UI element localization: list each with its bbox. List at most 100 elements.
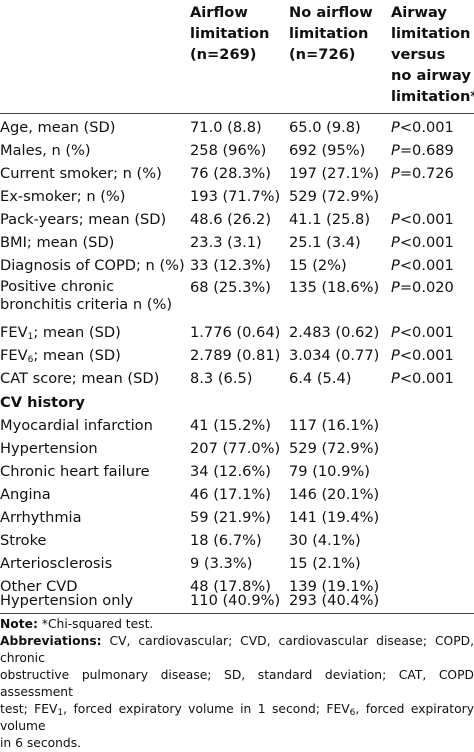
header-text: versus: [391, 46, 446, 63]
abbreviations-line: in 6 seconds.: [0, 736, 82, 750]
row-label: Arrhythmia: [0, 509, 82, 526]
p-number: <0.001: [399, 211, 454, 228]
p-number: =0.689: [399, 142, 454, 159]
abbreviations-label: Abbreviations:: [0, 634, 102, 648]
airflow-value: 2.789 (0.81): [190, 347, 281, 364]
airflow-value: 48.6 (26.2): [190, 211, 272, 228]
p-number: <0.001: [399, 324, 454, 341]
airflow-value: 193 (71.7%): [190, 188, 281, 205]
no-airflow-value: 65.0 (9.8): [289, 119, 361, 136]
abbreviations-line: obstructive pulmonary disease; SD, stand…: [0, 668, 474, 699]
airflow-value: 48 (17.8%): [190, 578, 271, 595]
table-row: Positive chronic bronchitis criteria n (…: [0, 278, 474, 318]
p-symbol: P: [391, 142, 400, 159]
no-airflow-value: 139 (19.1%): [289, 578, 380, 595]
row-label: Hypertension only: [0, 592, 134, 609]
row-label: Diagnosis of COPD; n (%): [0, 257, 185, 274]
header-text: No airflow: [289, 4, 373, 21]
airflow-value: 76 (28.3%): [190, 165, 271, 182]
no-airflow-value: 2.483 (0.62): [289, 324, 380, 341]
no-airflow-value: 3.034 (0.77): [289, 347, 380, 364]
airflow-value: 41 (15.2%): [190, 417, 271, 434]
note-line: Note: *Chi-squared test.: [0, 616, 474, 633]
subscript: 1: [27, 332, 34, 342]
row-label: Stroke: [0, 532, 47, 549]
p-symbol: P: [391, 279, 400, 296]
header-text: limitation: [289, 25, 369, 42]
no-airflow-value: 197 (27.1%): [289, 165, 380, 182]
no-airflow-value: 692 (95%): [289, 142, 366, 159]
row-label: FEV1; mean (SD): [0, 321, 121, 344]
no-airflow-value: 146 (20.1%): [289, 486, 380, 503]
p-number: <0.001: [399, 119, 454, 136]
abbreviations-text: test; FEV: [0, 702, 58, 716]
airflow-value: 46 (17.1%): [190, 486, 271, 503]
row-label: BMI; mean (SD): [0, 234, 115, 251]
p-number: <0.001: [399, 370, 454, 387]
row-label-text: FEV: [0, 347, 28, 364]
p-symbol: P: [391, 211, 400, 228]
row-label: Chronic heart failure: [0, 463, 150, 480]
airflow-value: 207 (77.0%): [190, 440, 281, 457]
airflow-value: 8.3 (6.5): [190, 370, 253, 387]
airflow-value: 18 (6.7%): [190, 532, 262, 549]
row-label-line: bronchitis criteria n (%): [0, 296, 173, 313]
header-divider: [0, 113, 474, 114]
no-airflow-value: 30 (4.1%): [289, 532, 361, 549]
header-text: Airway: [391, 4, 447, 21]
no-airflow-value: 293 (40.4%): [289, 592, 380, 609]
row-label-line: Positive chronic: [0, 278, 115, 295]
p-value: P<0.001: [391, 344, 454, 367]
subscript: 6: [27, 355, 34, 365]
row-label: Pack-years; mean (SD): [0, 211, 167, 228]
no-airflow-value: 135 (18.6%): [289, 279, 380, 296]
airflow-value: 9 (3.3%): [190, 555, 253, 572]
header-text: limitation: [190, 25, 270, 42]
header-comparison: Airway limitation versus no airway limit…: [391, 2, 474, 107]
p-value: P=0.689: [391, 139, 454, 162]
p-value: P<0.001: [391, 321, 454, 344]
airflow-value: 59 (21.9%): [190, 509, 271, 526]
airflow-value: 1.776 (0.64): [190, 324, 281, 341]
header-text: (n=726): [289, 46, 356, 63]
p-value: P<0.001: [391, 116, 454, 139]
airflow-value: 110 (40.9%): [190, 592, 281, 609]
airflow-value: 68 (25.3%): [190, 279, 271, 296]
p-value: P=0.726: [391, 162, 454, 185]
header-text: no airway: [391, 67, 471, 84]
airflow-value: 34 (12.6%): [190, 463, 271, 480]
row-label: Males, n (%): [0, 142, 91, 159]
row-label: Arteriosclerosis: [0, 555, 113, 572]
note-label: Note:: [0, 617, 38, 631]
abbreviations-line: test; FEV1, forced expiratory volume in …: [0, 701, 474, 735]
row-label: Age, mean (SD): [0, 119, 116, 136]
p-value: P<0.001: [391, 208, 454, 231]
header-text: limitation*: [391, 88, 474, 105]
row-label: Hypertension: [0, 440, 98, 457]
table-bottom-divider: [0, 613, 474, 614]
note-text: *Chi-squared test.: [37, 617, 154, 631]
p-symbol: P: [391, 257, 400, 274]
p-symbol: P: [391, 234, 400, 251]
no-airflow-value: 41.1 (25.8): [289, 211, 371, 228]
row-label-text: ; mean (SD): [33, 324, 121, 341]
row-label: Other CVD: [0, 578, 78, 595]
row-label: Positive chronic bronchitis criteria n (…: [0, 278, 172, 314]
row-label: Angina: [0, 486, 51, 503]
section-title: CV history: [0, 394, 85, 411]
p-symbol: P: [391, 370, 400, 387]
airflow-value: 33 (12.3%): [190, 257, 271, 274]
no-airflow-value: 6.4 (5.4): [289, 370, 352, 387]
header-text: limitation: [391, 25, 471, 42]
p-number: <0.001: [399, 234, 454, 251]
row-label: CAT score; mean (SD): [0, 370, 160, 387]
p-symbol: P: [391, 324, 400, 341]
no-airflow-value: 79 (10.9%): [289, 463, 370, 480]
p-value: P<0.001: [391, 254, 454, 277]
p-symbol: P: [391, 165, 400, 182]
airflow-value: 258 (96%): [190, 142, 267, 159]
no-airflow-value: 25.1 (3.4): [289, 234, 361, 251]
row-label: Ex-smoker; n (%): [0, 188, 126, 205]
abbreviations-text: CV, cardiovascular; CVD, cardiovascular …: [0, 634, 474, 665]
p-number: <0.001: [399, 347, 454, 364]
